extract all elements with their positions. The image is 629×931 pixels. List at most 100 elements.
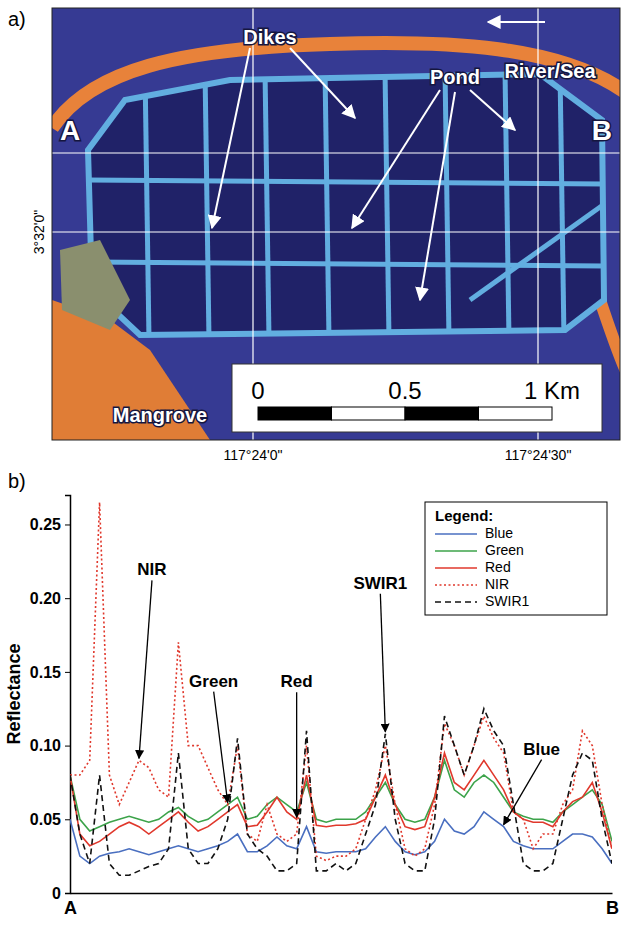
map-label: Mangrove — [113, 404, 207, 426]
tick-label: 0.15 — [30, 664, 61, 681]
y-tick: 0.10 — [30, 737, 70, 754]
dike — [80, 180, 610, 184]
tick-mark — [65, 893, 70, 894]
figure: DikesPondRiver/SeaABMangrove00.51 Kma)3°… — [0, 0, 629, 931]
dike — [325, 70, 329, 340]
annotation-arrow — [296, 692, 297, 817]
mangrove-area — [60, 240, 130, 330]
scale-bar-label: 0 — [251, 377, 264, 404]
map-label: Pond — [430, 66, 480, 88]
tick-mark — [65, 598, 70, 599]
panel-label: b) — [8, 470, 26, 492]
dike — [505, 70, 509, 340]
scale-bar-segment — [405, 407, 479, 420]
tick-label: 0.20 — [30, 590, 61, 607]
legend-swatch — [435, 584, 477, 586]
map-label: A — [60, 115, 80, 146]
leader-arrow — [470, 90, 515, 130]
dike — [88, 74, 604, 335]
map-label: Dikes — [243, 26, 296, 48]
pond-area — [88, 74, 604, 335]
tick-label: 0.05 — [30, 811, 61, 828]
tick-label: A — [64, 898, 77, 918]
x-tick: A — [64, 893, 77, 918]
plot-area — [70, 502, 612, 875]
series-line — [70, 760, 612, 841]
map-label: B — [592, 115, 612, 146]
map-panel: Dikes Pond River/Sea A B Mangrove 0 0.5 1 Km — [52, 8, 629, 440]
y-tick: 0.20 — [30, 590, 70, 607]
label-patch — [279, 672, 315, 691]
axis-line — [65, 496, 71, 894]
tick-label: 0 — [52, 885, 61, 902]
tick-label: 0.10 — [30, 737, 61, 754]
legend-swatch — [435, 601, 477, 603]
series-line — [70, 502, 612, 860]
legend-label: NIR — [485, 576, 509, 592]
x-axis: AB — [64, 893, 619, 918]
legend: Legend:BlueGreenRedNIRSWIR1 — [425, 502, 607, 615]
panel-label: a) — [8, 8, 26, 30]
leader-arrow — [420, 92, 455, 300]
longitude-label: 117°24'0" — [224, 447, 283, 463]
axis-line — [71, 893, 613, 895]
dike — [560, 70, 564, 340]
legend-box — [425, 502, 607, 615]
mangrove-area — [52, 300, 210, 440]
shoreline — [600, 300, 620, 380]
annotation-arrow — [504, 760, 542, 825]
dike — [445, 70, 449, 340]
y-tick: 0.05 — [30, 811, 70, 828]
tick-mark — [65, 819, 70, 820]
legend-label: Red — [485, 559, 511, 575]
tick-mark — [65, 746, 70, 747]
legend-title: Legend: — [435, 507, 493, 524]
series-line — [70, 753, 612, 849]
graticule — [52, 152, 620, 153]
scale-bar-segment — [332, 407, 406, 420]
leader-arrow — [212, 48, 250, 228]
leader-arrow — [488, 21, 545, 23]
y-tick: 0.25 — [30, 516, 70, 533]
scale-bar-box — [232, 364, 602, 432]
label-patch — [135, 560, 168, 579]
annotation-arrow — [139, 580, 152, 758]
scale-bar-label: 1 Km — [524, 377, 580, 404]
annotation-label: SWIR1 — [353, 574, 407, 593]
dike — [145, 70, 149, 340]
annotation-label: Blue — [523, 740, 560, 759]
scale-bar-label: 0.5 — [388, 377, 421, 404]
y-tick: 0.15 — [30, 664, 70, 681]
leader-arrow — [290, 48, 355, 118]
legend-label: Green — [485, 542, 524, 558]
map-label: River/Sea — [504, 60, 596, 82]
annotations: NIR Green Red SWIR1 Blue — [135, 560, 562, 824]
annotation-label: Red — [281, 672, 313, 691]
label-patch — [521, 740, 562, 759]
legend-swatch — [435, 533, 477, 535]
dike — [385, 70, 389, 340]
tick-label: 0.25 — [30, 516, 61, 533]
map-frame — [52, 8, 620, 440]
label-patch — [187, 672, 240, 691]
tick-mark — [65, 524, 70, 525]
annotation-label: Green — [189, 672, 238, 691]
graticule — [52, 231, 620, 232]
dike — [80, 262, 610, 266]
x-tick: B — [606, 893, 619, 918]
annotation-label: NIR — [137, 560, 166, 579]
legend-label: SWIR1 — [485, 593, 530, 609]
annotation-arrow — [214, 692, 228, 803]
legend-label: Blue — [485, 525, 513, 541]
label-patch — [351, 574, 409, 593]
series-line — [70, 709, 612, 876]
dike — [265, 70, 269, 340]
dike — [205, 70, 209, 340]
scale-bar-segment — [479, 407, 553, 420]
latitude-label: 3°32'0" — [31, 210, 47, 254]
tick-mark — [65, 672, 70, 673]
tick-label: B — [606, 898, 619, 918]
legend-swatch — [435, 550, 477, 552]
longitude-label: 117°24'30" — [505, 447, 572, 463]
axis-title: Reflectance — [4, 643, 24, 744]
